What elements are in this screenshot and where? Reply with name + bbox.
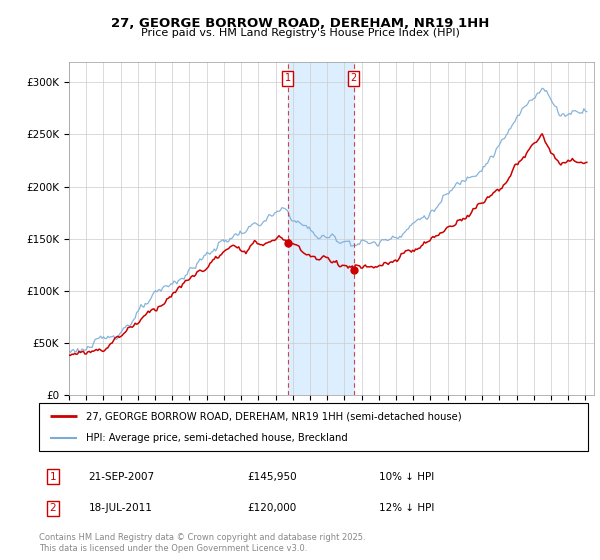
Text: 1: 1 xyxy=(49,472,56,482)
Text: 10% ↓ HPI: 10% ↓ HPI xyxy=(379,472,434,482)
Text: 27, GEORGE BORROW ROAD, DEREHAM, NR19 1HH: 27, GEORGE BORROW ROAD, DEREHAM, NR19 1H… xyxy=(111,17,489,30)
Text: 12% ↓ HPI: 12% ↓ HPI xyxy=(379,503,435,513)
Text: HPI: Average price, semi-detached house, Breckland: HPI: Average price, semi-detached house,… xyxy=(86,433,347,443)
Text: Contains HM Land Registry data © Crown copyright and database right 2025.
This d: Contains HM Land Registry data © Crown c… xyxy=(39,533,365,553)
Text: 2: 2 xyxy=(350,73,357,83)
Text: 2: 2 xyxy=(49,503,56,513)
Text: Price paid vs. HM Land Registry's House Price Index (HPI): Price paid vs. HM Land Registry's House … xyxy=(140,28,460,38)
Text: 21-SEP-2007: 21-SEP-2007 xyxy=(88,472,155,482)
Text: £120,000: £120,000 xyxy=(248,503,297,513)
Text: 18-JUL-2011: 18-JUL-2011 xyxy=(88,503,152,513)
Bar xyxy=(288,62,354,395)
Text: 27, GEORGE BORROW ROAD, DEREHAM, NR19 1HH (semi-detached house): 27, GEORGE BORROW ROAD, DEREHAM, NR19 1H… xyxy=(86,411,461,421)
Text: 1: 1 xyxy=(285,73,291,83)
Text: £145,950: £145,950 xyxy=(248,472,297,482)
